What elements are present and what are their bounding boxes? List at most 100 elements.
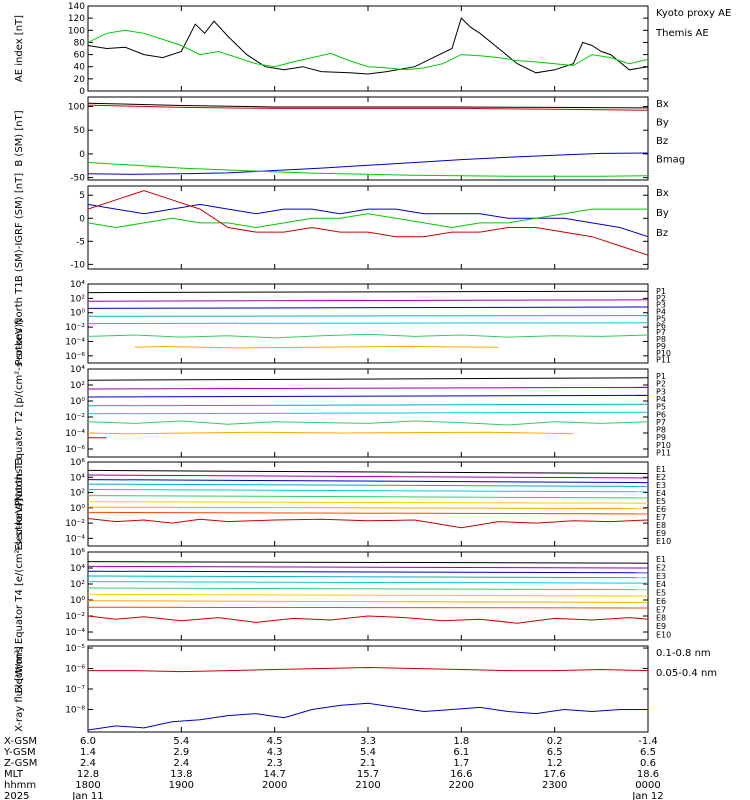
legend-entry: P10 [656, 441, 671, 450]
ephemeris-value: 15.7 [357, 769, 379, 780]
y-tick-label: 10⁻² [65, 519, 85, 529]
ephemeris-value: Jan 12 [631, 791, 663, 800]
y-tick-label: 10⁻² [65, 612, 85, 622]
series-line-p7 [134, 345, 499, 349]
y-axis-label: B (SM) [nT] [14, 110, 25, 166]
legend-entry: E10 [656, 630, 671, 639]
ephemeris-value: 1.2 [547, 758, 563, 769]
series-line-e8 [87, 506, 649, 510]
series-line-by [87, 162, 649, 177]
y-tick-label: 80 [74, 38, 86, 48]
panel-pe: 10⁴ 10² 10⁰ 10⁻² 10⁻⁴ 10⁻⁶ Protons Equator T2 … [14, 320, 671, 507]
series-line-e10 [87, 615, 649, 624]
y-axis-label: AE index [nT] [14, 15, 25, 82]
y-tick-label: 10⁰ [70, 397, 85, 407]
ephemeris-value: 6.0 [80, 736, 96, 747]
y-tick-label: 10² [70, 489, 85, 499]
y-tick-label: 10² [70, 381, 85, 391]
series-line-p4 [87, 315, 649, 317]
y-tick-label: -10 [70, 260, 85, 270]
panel-bsm: -50 0 50 100 B (SM) [nT] Bx By Bz Bmag [14, 96, 685, 184]
ephemeris-value: 14.7 [264, 769, 286, 780]
y-axis-label: Protons Equator T2 [p/(cm²-s-sr-keV)] [14, 320, 25, 507]
legend-entry: P9 [656, 433, 666, 442]
ephemeris-row-label: Z-GSM [4, 758, 37, 769]
y-tick-label: 0 [79, 87, 85, 97]
legend-entry: P10 [656, 349, 671, 358]
series-line-e2 [87, 474, 649, 479]
ephemeris-value: 1.4 [80, 747, 96, 758]
y-tick-label: 10⁻⁴ [65, 337, 85, 347]
y-tick-label: 0 [79, 214, 85, 224]
ephemeris-value: 4.3 [267, 747, 283, 758]
series-line-e9 [87, 606, 649, 609]
y-tick-label: 10⁻⁷ [65, 685, 85, 695]
y-axis-label: X-ray flux [W/m²] [14, 646, 25, 732]
ephemeris-value: Jan 11 [71, 791, 103, 800]
y-tick-label: 50 [74, 126, 86, 136]
y-axis-label: B (SM)-IGRF (SM) [nT] [14, 173, 25, 282]
legend-entry: P9 [656, 342, 666, 351]
legend-entry: E8 [656, 521, 666, 530]
series-line-e1 [87, 469, 649, 474]
ephemeris-row-label: MLT [4, 769, 24, 780]
y-tick-label: 10⁰ [70, 309, 85, 319]
y-tick-label: -5 [76, 237, 85, 247]
legend-entry: Bmag [656, 154, 685, 165]
ephemeris-value: -1.4 [638, 736, 658, 747]
ephemeris-value: 1800 [75, 780, 100, 791]
series-line-e7 [87, 593, 649, 597]
ephemeris-value: 17.6 [544, 769, 566, 780]
series-line-0-05-0-4-nm [87, 702, 648, 731]
ephemeris-row-label: 2025 [4, 791, 29, 800]
series-line-p1 [87, 377, 649, 381]
y-tick-label: 10² [70, 294, 85, 304]
series-line-p1 [87, 290, 649, 294]
ephemeris-value: 1900 [169, 780, 194, 791]
legend-entry: Bx [656, 188, 669, 199]
series-line-e2 [87, 565, 649, 569]
series-line-e8 [87, 600, 649, 603]
series-line-e3 [87, 479, 649, 484]
y-tick-label: 10⁻² [65, 323, 85, 333]
y-tick-label: 120 [68, 14, 85, 24]
panel-frame [87, 645, 649, 733]
legend-entry: Bz [656, 228, 668, 239]
y-tick-label: 10⁻⁵ [65, 644, 85, 654]
series-line-p6 [87, 333, 649, 339]
legend-entry: E6 [656, 505, 666, 514]
legend-entry: P7 [656, 418, 666, 427]
series-line-p5 [87, 411, 649, 415]
legend-entry: E9 [656, 529, 666, 538]
legend-entry: P1 [656, 372, 666, 381]
y-tick-label: 10⁴ [70, 473, 85, 483]
y-tick-label: 10⁻⁴ [65, 429, 85, 439]
y-tick-label: 100 [68, 102, 85, 112]
legend-entry: Themis AE [655, 28, 709, 39]
series-line-bz [87, 190, 649, 256]
series-line-p2 [87, 299, 649, 302]
series-line-e3 [87, 570, 649, 574]
ephemeris-value: 2200 [449, 780, 474, 791]
y-tick-label: 10⁻⁶ [65, 445, 85, 455]
ephemeris-value: 2.4 [173, 758, 189, 769]
y-tick-label: 10⁴ [70, 280, 85, 290]
ephemeris-value: 2.1 [360, 758, 376, 769]
y-axis-label: Protons North T1 [14, 281, 25, 365]
legend-entry: P4 [656, 395, 666, 404]
panel-frame [87, 461, 649, 547]
legend-entry: E10 [656, 537, 671, 546]
y-tick-label: 5 [79, 191, 85, 201]
legend-entry: P6 [656, 410, 666, 419]
ephemeris-value: 0.2 [547, 736, 563, 747]
ephemeris-value: 13.8 [170, 769, 192, 780]
series-line-bx [87, 152, 649, 175]
y-tick-label: 10⁻⁴ [65, 628, 85, 638]
ephemeris-value: 2000 [262, 780, 287, 791]
legend-entry: P11 [656, 356, 671, 365]
y-tick-label: 100 [68, 26, 85, 36]
ephemeris-value: 2.9 [173, 747, 189, 758]
series-line-by [87, 208, 648, 229]
series-line-themis-ae [87, 17, 649, 75]
